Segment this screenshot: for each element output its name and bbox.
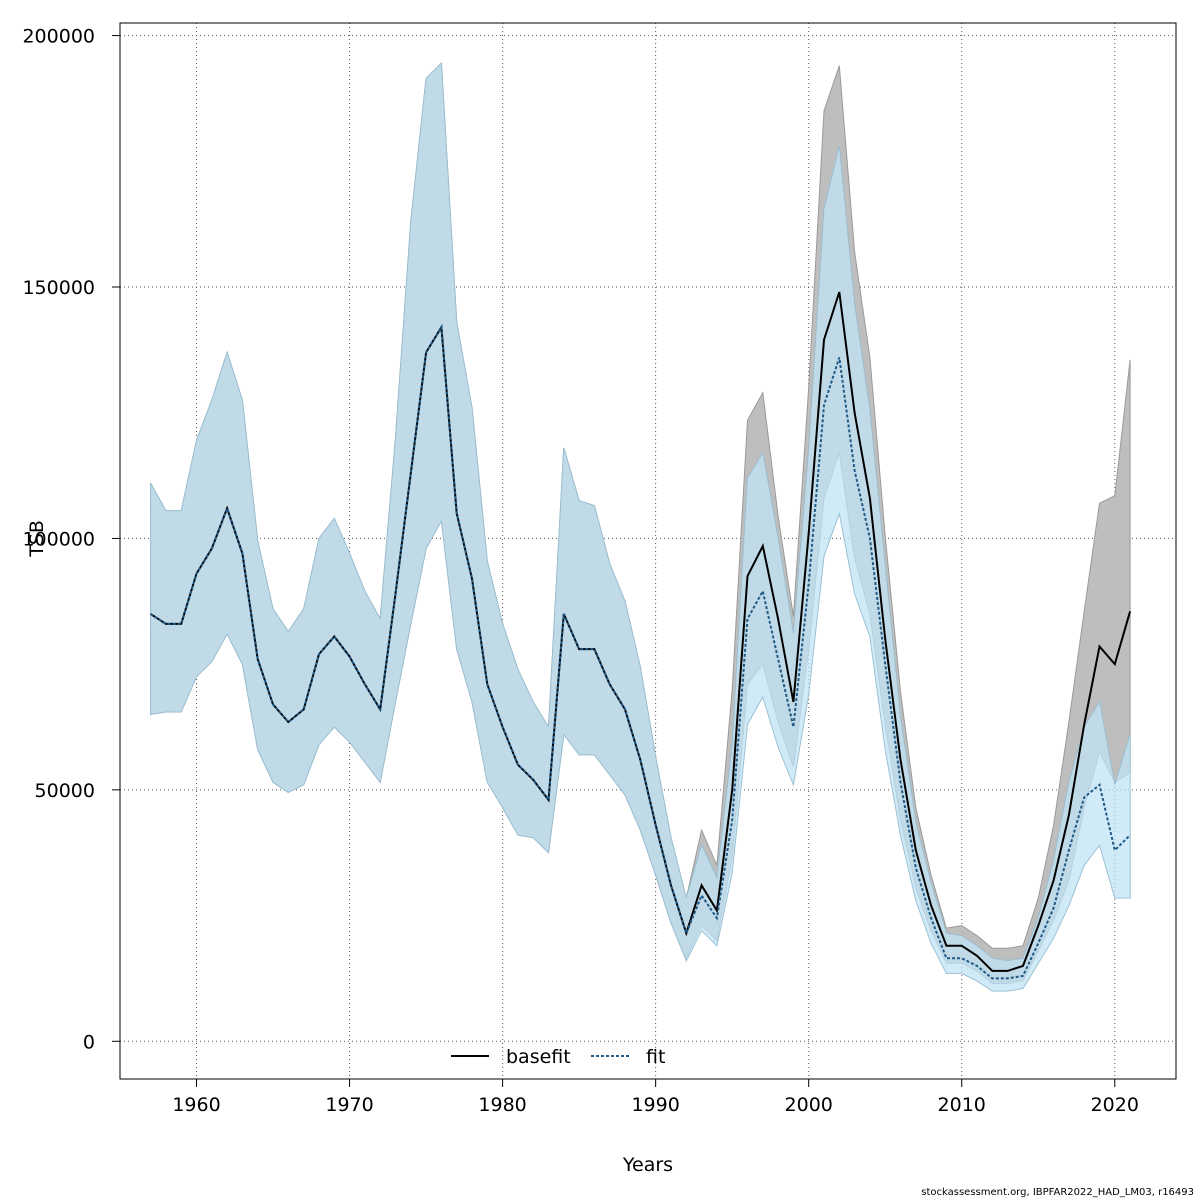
series-lines (150, 291, 1132, 980)
x-tick-label: 2000 (785, 1094, 833, 1116)
y-tick-label: 200000 (22, 26, 95, 48)
y-tick-label: 0 (83, 1031, 95, 1053)
x-tick-label: 2020 (1091, 1094, 1139, 1116)
fit-confidence-band (150, 62, 1131, 992)
x-tick-label: 1980 (478, 1094, 526, 1116)
fit-line (150, 324, 1131, 980)
y-tick-label: 100000 (22, 528, 95, 550)
footer-credit: stockassessment.org, IBPFAR2022_HAD_LM03… (921, 1187, 1194, 1198)
y-axis-title: TSB (26, 520, 48, 558)
y-tick-label: 50000 (35, 780, 95, 802)
legend: basefit fit (451, 1046, 665, 1068)
y-tick-label: 150000 (22, 277, 95, 299)
x-tick-label: 1990 (631, 1094, 679, 1116)
y-axis: 0 50000 100000 150000 200000 (22, 26, 120, 1053)
x-tick-label: 1960 (172, 1094, 220, 1116)
confidence-bands (150, 62, 1131, 992)
legend-basefit-label: basefit (506, 1046, 571, 1068)
legend-fit-label: fit (646, 1046, 665, 1068)
plot-frame (119, 22, 1177, 1080)
grid-lines (120, 23, 1176, 1079)
x-tick-label: 2010 (938, 1094, 986, 1116)
x-axis: 1960 1970 1980 1990 2000 2010 2020 (172, 1079, 1139, 1116)
x-axis-title: Years (622, 1154, 673, 1176)
basefit-confidence-band (150, 62, 1131, 984)
fit-band-overlay (150, 63, 1131, 991)
x-tick-label: 1970 (325, 1094, 373, 1116)
